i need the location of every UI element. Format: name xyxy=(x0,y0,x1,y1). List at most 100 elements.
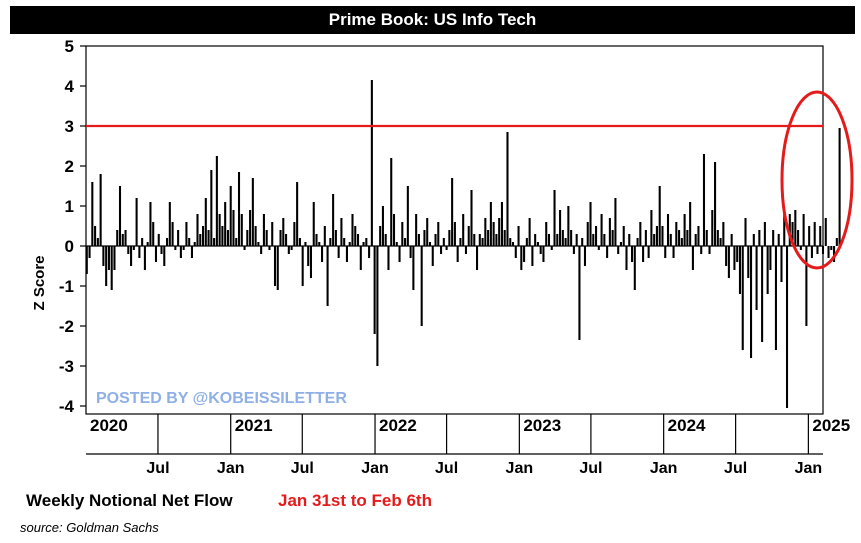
bar xyxy=(149,202,152,246)
bar xyxy=(171,222,174,246)
bar xyxy=(207,230,210,246)
chart-title: Prime Book: US Info Tech xyxy=(10,6,855,34)
bar xyxy=(758,230,761,246)
bar xyxy=(653,234,656,246)
bar xyxy=(276,246,279,290)
bar xyxy=(282,218,285,246)
month-tick-label: Jan xyxy=(795,460,823,477)
bar xyxy=(260,246,263,254)
bar xyxy=(243,246,246,250)
bar xyxy=(481,238,484,246)
bar xyxy=(802,214,805,246)
bar xyxy=(334,230,337,246)
bar xyxy=(572,246,575,254)
bar xyxy=(478,234,481,246)
bar xyxy=(146,242,149,246)
bar xyxy=(340,218,343,246)
y-tick-label: -2 xyxy=(59,317,74,336)
y-tick-label: 1 xyxy=(65,197,74,216)
bar xyxy=(583,246,587,266)
bar xyxy=(218,214,221,246)
bar xyxy=(747,246,750,278)
source-note: source: Goldman Sachs xyxy=(20,520,159,535)
bar xyxy=(636,238,639,246)
bar xyxy=(647,246,650,258)
bar xyxy=(384,234,387,246)
bar xyxy=(440,246,443,254)
bar xyxy=(780,246,783,282)
bar xyxy=(808,226,811,246)
bar xyxy=(805,246,808,326)
bar xyxy=(268,246,271,250)
bar xyxy=(307,246,310,266)
bar xyxy=(655,226,658,246)
bar xyxy=(85,246,88,274)
bar xyxy=(528,218,531,246)
bar xyxy=(556,234,559,246)
bar xyxy=(351,214,354,246)
bar xyxy=(193,242,196,246)
year-label: 2025 xyxy=(812,416,850,435)
bar xyxy=(711,210,714,246)
bar xyxy=(716,230,719,246)
bar xyxy=(561,230,564,246)
bar xyxy=(797,230,800,246)
bar xyxy=(559,210,562,246)
bar xyxy=(614,198,617,246)
bar xyxy=(619,242,622,246)
bar xyxy=(182,246,185,250)
bar xyxy=(329,238,332,246)
bar xyxy=(697,226,700,246)
bar xyxy=(639,222,642,246)
bar xyxy=(293,222,296,246)
bar xyxy=(644,230,647,246)
bar xyxy=(240,214,243,246)
bar xyxy=(368,246,371,258)
bars-layer xyxy=(85,80,841,408)
bar xyxy=(160,246,163,254)
bar xyxy=(462,214,465,246)
bar xyxy=(736,246,739,262)
bar xyxy=(381,206,384,246)
y-axis-label: Z Score xyxy=(31,255,48,310)
bar xyxy=(221,226,224,246)
bar xyxy=(232,210,235,246)
month-tick-label: Jul xyxy=(435,460,458,477)
bar xyxy=(838,128,841,246)
bar xyxy=(791,222,794,246)
bar xyxy=(124,230,127,246)
bar xyxy=(680,238,683,246)
bar xyxy=(376,246,379,366)
bar xyxy=(630,246,634,262)
bar xyxy=(752,234,755,246)
bar xyxy=(127,246,130,254)
bar xyxy=(163,246,166,266)
bar xyxy=(265,230,268,246)
bar xyxy=(426,218,429,246)
bar xyxy=(448,230,451,246)
bar xyxy=(586,222,589,246)
bar xyxy=(105,246,108,286)
bar xyxy=(567,206,570,246)
bar xyxy=(611,230,614,246)
plot-frame xyxy=(85,45,824,415)
bar xyxy=(606,246,609,258)
bar xyxy=(141,238,144,246)
bar xyxy=(531,246,534,266)
bar xyxy=(617,246,620,254)
bar xyxy=(600,214,603,246)
bar xyxy=(356,234,360,246)
bar xyxy=(423,230,426,246)
bar xyxy=(553,190,556,246)
bar xyxy=(229,186,232,246)
bar xyxy=(456,246,459,262)
bar xyxy=(301,246,304,286)
year-label: 2020 xyxy=(90,416,128,435)
bar xyxy=(725,246,728,266)
overlay-layer xyxy=(86,90,854,270)
bar xyxy=(473,234,476,246)
bar xyxy=(174,246,177,250)
bar xyxy=(622,226,625,246)
footer-label: Weekly Notional Net Flow xyxy=(26,491,233,510)
